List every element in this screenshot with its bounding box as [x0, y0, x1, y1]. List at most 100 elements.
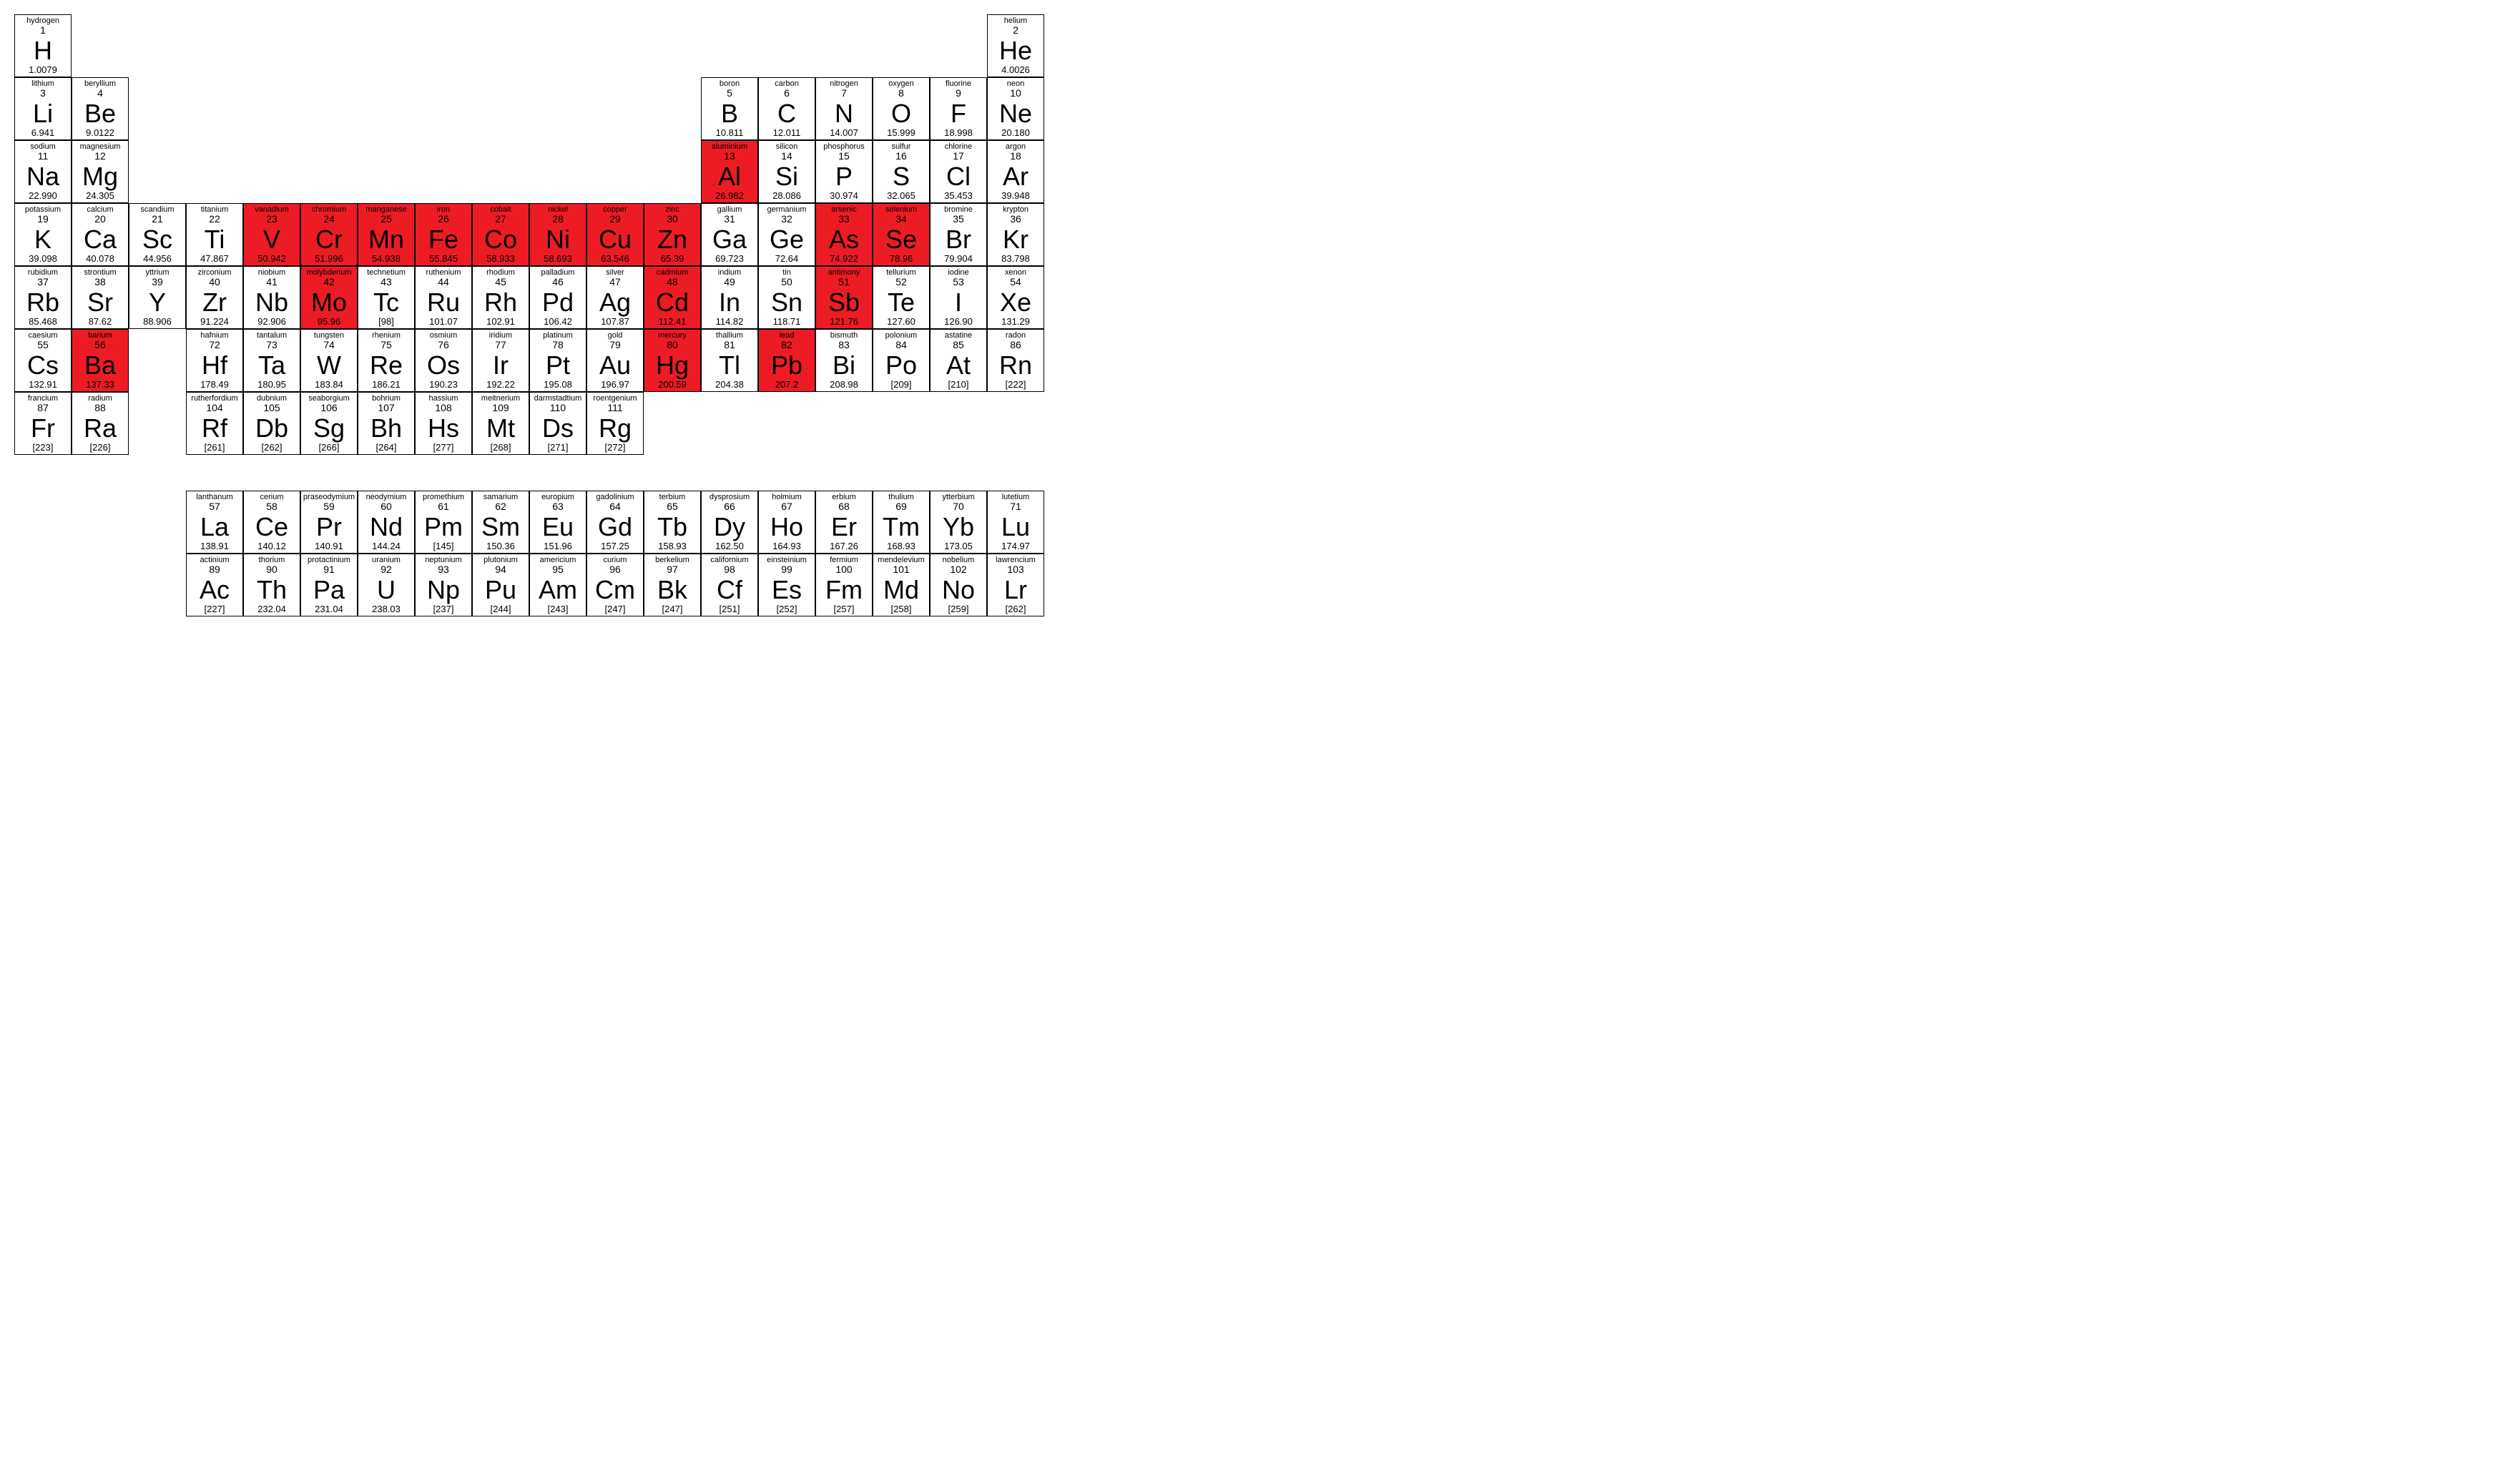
element-number: 18	[1010, 151, 1021, 162]
element-number: 110	[550, 403, 566, 413]
element-number: 95	[552, 564, 564, 575]
element-c: carbon6C12.011	[758, 77, 815, 140]
element-pb: lead82Pb207.2	[758, 329, 815, 392]
element-symbol: Sr	[87, 290, 113, 315]
element-mass: 88.906	[143, 317, 172, 326]
element-mass: 22.990	[29, 191, 57, 200]
element-number: 84	[895, 340, 907, 350]
element-sm: samarium62Sm150.36	[472, 491, 529, 554]
element-i: iodine53I126.90	[930, 266, 987, 329]
element-po: polonium84Po[209]	[873, 329, 930, 392]
element-symbol: Mt	[486, 416, 515, 441]
element-yb: ytterbium70Yb173.05	[930, 491, 987, 554]
element-number: 50	[781, 277, 792, 288]
element-symbol: No	[942, 577, 975, 603]
element-symbol: Ds	[542, 416, 574, 441]
element-mass: [259]	[948, 604, 969, 614]
element-number: 72	[209, 340, 220, 350]
element-dy: dysprosium66Dy162.50	[701, 491, 758, 554]
element-number: 81	[724, 340, 735, 350]
element-mass: 39.948	[1001, 191, 1030, 200]
element-symbol: Be	[84, 101, 116, 127]
element-fr: francium87Fr[223]	[14, 392, 72, 455]
element-symbol: Hf	[202, 353, 227, 378]
element-f: fluorine9F18.998	[930, 77, 987, 140]
element-number: 35	[953, 214, 964, 225]
element-symbol: Ar	[1003, 164, 1028, 190]
element-mass: 157.25	[601, 541, 629, 551]
element-number: 54	[1010, 277, 1021, 288]
element-mass: 121.76	[830, 317, 858, 326]
element-he: helium2He4.0026	[987, 14, 1044, 77]
element-number: 58	[266, 501, 278, 512]
element-number: 36	[1010, 214, 1021, 225]
element-number: 53	[953, 277, 964, 288]
element-mass: 137.33	[86, 380, 114, 389]
element-symbol: Bk	[657, 577, 687, 603]
element-mass: 173.05	[944, 541, 973, 551]
element-number: 3	[40, 88, 46, 99]
element-mass: 50.942	[257, 254, 286, 263]
element-symbol: Mo	[311, 290, 347, 315]
element-symbol: Rn	[999, 353, 1032, 378]
element-p: phosphorus15P30.974	[815, 140, 873, 203]
element-number: 1	[40, 25, 46, 36]
element-mass: 78.96	[890, 254, 913, 263]
element-symbol: Ca	[84, 227, 117, 252]
element-mass: 14.007	[830, 128, 858, 137]
element-mass: 9.0122	[86, 128, 114, 137]
element-mass: 132.91	[29, 380, 57, 389]
element-number: 37	[37, 277, 49, 288]
element-lu: lutetium71Lu174.97	[987, 491, 1044, 554]
element-symbol: Si	[775, 164, 798, 190]
element-pt: platinum78Pt195.08	[529, 329, 586, 392]
element-mass: 196.97	[601, 380, 629, 389]
element-ni: nickel28Ni58.693	[529, 203, 586, 266]
element-symbol: Li	[33, 101, 53, 127]
element-number: 85	[953, 340, 964, 350]
element-symbol: C	[777, 101, 796, 127]
element-mass: [262]	[262, 443, 283, 452]
element-number: 64	[609, 501, 621, 512]
element-tl: thallium81Tl204.38	[701, 329, 758, 392]
element-mass: 207.2	[775, 380, 799, 389]
element-number: 12	[94, 151, 106, 162]
element-mass: [98]	[378, 317, 394, 326]
element-symbol: Ti	[205, 227, 225, 252]
element-mass: 10.811	[716, 128, 744, 137]
element-ar: argon18Ar39.948	[987, 140, 1044, 203]
element-number: 48	[667, 277, 678, 288]
element-symbol: Sn	[771, 290, 802, 315]
element-symbol: Sg	[313, 416, 345, 441]
element-v: vanadium23V50.942	[243, 203, 300, 266]
element-pr: praseodymium59Pr140.91	[300, 491, 358, 554]
element-rh: rhodium45Rh102.91	[472, 266, 529, 329]
element-es: einsteinium99Es[252]	[758, 554, 815, 616]
element-symbol: In	[719, 290, 740, 315]
element-mass: 6.941	[31, 128, 55, 137]
element-eu: europium63Eu151.96	[529, 491, 586, 554]
element-mass: 15.999	[887, 128, 915, 137]
element-symbol: Cr	[315, 227, 343, 252]
element-number: 46	[552, 277, 564, 288]
element-pd: palladium46Pd106.42	[529, 266, 586, 329]
element-symbol: F	[951, 101, 966, 127]
element-number: 15	[838, 151, 850, 162]
element-number: 101	[893, 564, 909, 575]
element-ag: silver47Ag107.87	[586, 266, 644, 329]
element-mass: 231.04	[315, 604, 343, 614]
element-number: 75	[381, 340, 392, 350]
element-number: 23	[266, 214, 278, 225]
element-mass: 204.38	[715, 380, 744, 389]
element-symbol: Co	[484, 227, 517, 252]
element-mass: 238.03	[372, 604, 401, 614]
element-symbol: Db	[255, 416, 288, 441]
element-number: 47	[609, 277, 621, 288]
element-symbol: Pd	[542, 290, 574, 315]
element-number: 42	[323, 277, 335, 288]
element-symbol: Pa	[313, 577, 345, 603]
element-symbol: Rg	[599, 416, 632, 441]
element-symbol: Hs	[428, 416, 459, 441]
element-number: 45	[495, 277, 506, 288]
element-cu: copper29Cu63.546	[586, 203, 644, 266]
